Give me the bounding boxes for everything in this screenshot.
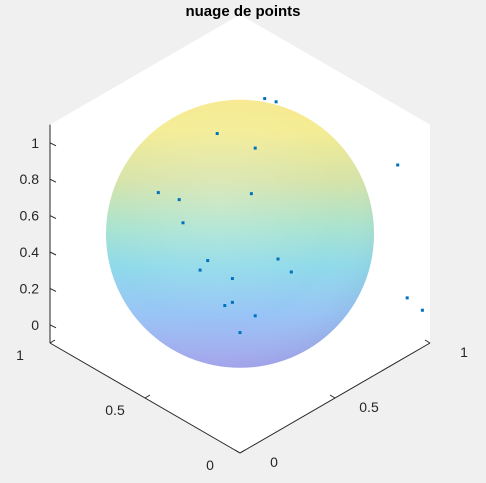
chart-title: nuage de points [185, 3, 301, 20]
y-tick-label: 0 [206, 457, 214, 473]
data-point [249, 192, 253, 196]
data-point [405, 296, 409, 300]
z-tick-label: 0.8 [20, 171, 40, 187]
data-points [156, 97, 424, 335]
data-point [263, 97, 267, 101]
y-tick-mark [239, 449, 246, 454]
data-point [215, 132, 219, 136]
data-point [230, 300, 234, 304]
data-point [177, 198, 181, 202]
z-tick-label: 0.4 [20, 244, 40, 260]
z-tick-label: 0.6 [20, 208, 40, 224]
data-point [420, 308, 424, 312]
data-point [238, 331, 242, 335]
z-tick-mark [49, 324, 57, 329]
y-tick-label: 0.5 [105, 402, 125, 418]
x-tick-mark [329, 394, 336, 399]
z-tick-mark [49, 251, 57, 256]
data-point [206, 259, 210, 263]
x-tick-label: 1 [460, 344, 468, 360]
data-point [276, 257, 280, 261]
y-tick-label: 1 [16, 347, 24, 363]
y-tick-mark [49, 339, 56, 344]
data-point [274, 100, 278, 104]
sphere-surface [106, 99, 374, 368]
data-point [181, 221, 185, 225]
data-point [223, 304, 227, 308]
z-tick-mark [49, 142, 57, 147]
z-tick-mark [49, 178, 57, 183]
x-tick-mark [234, 449, 241, 454]
x-tick-label: 0.5 [359, 399, 379, 415]
data-point [156, 191, 160, 195]
z-tick-mark [49, 287, 57, 292]
z-tick-label: 0 [31, 317, 39, 333]
z-tick-mark [49, 215, 57, 220]
data-point [253, 146, 257, 150]
data-point [253, 314, 257, 318]
data-point [198, 268, 202, 272]
x-tick-label: 0 [270, 454, 278, 470]
z-tick-label: 1 [31, 135, 39, 151]
data-point [396, 163, 400, 167]
x-tick-mark [424, 339, 431, 344]
y-tick-mark [144, 394, 151, 399]
data-point [289, 270, 293, 274]
data-point [230, 277, 234, 281]
sphere-shading [106, 99, 374, 368]
z-tick-label: 0.2 [20, 280, 40, 296]
